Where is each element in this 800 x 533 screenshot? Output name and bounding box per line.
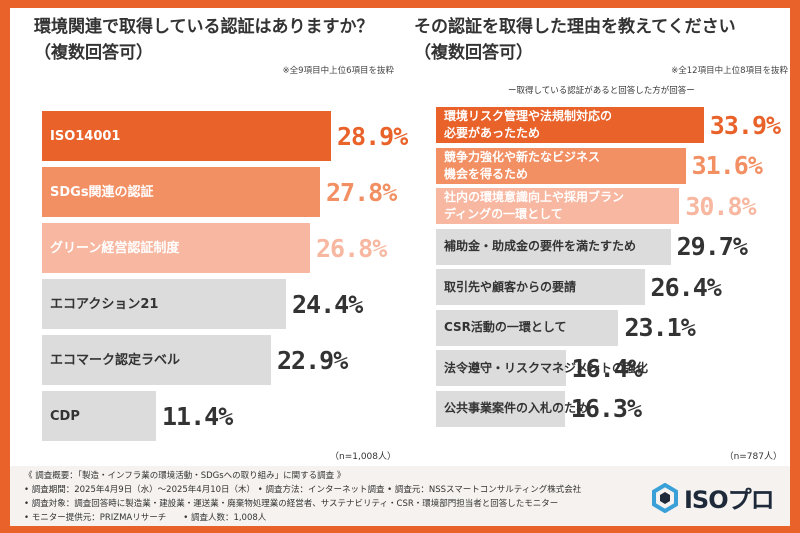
brand-logo: ISOプロ [650,480,775,515]
bar: 社内の環境意識向上や採用ブラン ディングの一環として [436,188,680,224]
sample-size-right: （n=787人） [724,452,782,462]
bar: CDP [42,391,156,441]
footer-line: • 調査対象：調査回答時に製造業・建設業・運送業・廃棄物処理業の経営者、サステナ… [24,499,559,509]
bar: 環境リスク管理や法規制対応の 必要があったため [436,107,704,143]
bar-label-line: 必要があったため [444,126,541,140]
bar-label-line: エコマーク認定ラベル [50,352,181,368]
value-label: 33.9% [709,110,781,140]
bar: エコマーク認定ラベル [42,335,271,385]
bar: 補助金・助成金の要件を満たすため [436,228,671,265]
bar-label: 公共事業案件の入札のため [444,400,588,417]
value-label: 22.9% [277,345,348,375]
bar-label-line: 競争力強化や新たなビジネス [444,149,601,164]
bar: 公共事業案件の入札のため [436,390,588,427]
footer-line: • 調査期間：2025年4月9日（水）〜2025年4月10日（木） • 調査方法… [24,485,582,495]
panel-reasons: その認証を取得した理由を教えてください （複数回答可） ※全12項目中上位8項目… [408,8,790,466]
value-label: 24.4% [292,289,363,319]
bar-label-line: 公共事業案件の入札のため [444,401,589,415]
bar-label: 法令遵守・リスクマネジメントの強化 [444,360,648,377]
survey-card: 環境関連で取得している認証はありますか？ （複数回答可） ※全9項目中上位6項目… [10,8,790,466]
value-label: 26.4% [650,272,722,302]
bar-label-line: エコアクション21 [50,296,159,312]
footer-line: • モニター提供元：PRIZMAリサーチ • 調査人数：1,008人 [24,513,267,523]
value-label: 26.8% [316,233,387,263]
bar: グリーン経営認証制度 [42,223,310,273]
bar-label: 社内の環境意識向上や採用ブラン ディングの一環として [444,189,624,223]
bar-label-line: CSR活動の一環として [444,320,567,334]
bar: SDGs関連の認証 [42,167,320,217]
value-label: 29.7% [676,232,748,261]
bar-label: エコアクション21 [50,296,158,313]
bar-label-line: グリーン経営認証制度 [50,240,180,256]
bar-label: 補助金・助成金の要件を満たすため [444,238,636,255]
bar-label-line: 補助金・助成金の要件を満たすため [444,239,637,253]
bar-label: エコマーク認定ラベル [50,352,180,369]
value-label: 16.3% [570,394,642,423]
bar-label: 環境リスク管理や法規制対応の 必要があったため [444,108,612,142]
panel-certifications: 環境関連で取得している認証はありますか？ （複数回答可） ※全9項目中上位6項目… [10,8,408,466]
hexagon-icon [652,482,678,513]
bar-label-line: 社内の環境意識向上や採用ブラン [444,190,625,204]
bar-label: グリーン経営認証制度 [50,240,179,257]
value-label: 16.4% [571,353,643,383]
bar-label: 取引先や顧客からの要請 [444,279,576,296]
chart-title-left: 環境関連で取得している認証はありますか？ （複数回答可） [34,17,374,63]
bar: エコアクション21 [42,279,286,329]
logo-text: ISOプロ [684,486,775,514]
bar-label-line: 環境リスク管理や法規制対応の [444,109,613,123]
chart-title-right: その認証を取得した理由を教えてください （複数回答可） [414,17,736,63]
respondent-condition: ー取得している認証があると回答した方が回答ー [508,86,695,96]
value-label: 27.8% [326,177,397,207]
bar-label-line: ISO14001 [50,128,121,144]
bar-label-line: 法令遵守・リスクマネジメントの強化 [444,360,649,375]
bar-label-line: CDP [50,408,80,424]
bar: CSR活動の一環として [436,309,619,346]
sample-size-left: （n=1,008人） [329,452,396,462]
bar-label-line: 取引先や顧客からの要請 [444,279,577,294]
bar-label: CDP [50,408,80,425]
bar-label-line: SDGs関連の認証 [50,184,154,200]
bar-label: CSR活動の一環として [444,319,567,336]
value-label: 31.6% [691,151,763,180]
survey-footer: 《 調査概要：「製造・インフラ業の環境活動・SDGsへの取り組み」に関する調査 … [10,466,790,526]
bar: 法令遵守・リスクマネジメントの強化 [436,350,648,386]
bar: 取引先や顧客からの要請 [436,269,645,305]
value-label: 28.9% [337,121,408,151]
extract-note-left: ※全9項目中上位6項目を抜粋 [282,66,394,76]
bar-label: ISO14001 [50,128,120,145]
bar-label-line: ディングの一環として [444,207,563,221]
bar-label: SDGs関連の認証 [50,184,154,201]
value-label: 30.8% [685,191,756,221]
footer-line: 《 調査概要：「製造・インフラ業の環境活動・SDGsへの取り組み」に関する調査 … [24,471,346,481]
value-label: 23.1% [624,313,695,342]
bar-label: 競争力強化や新たなビジネス 機会を得るため [444,149,600,183]
bar: ISO14001 [42,111,331,161]
bar: 競争力強化や新たなビジネス 機会を得るため [436,147,686,184]
value-label: 11.4% [162,401,233,431]
bar-label-line: 機会を得るため [444,166,529,181]
extract-note-right: ※全12項目中上位8項目を抜粋 [671,66,788,76]
